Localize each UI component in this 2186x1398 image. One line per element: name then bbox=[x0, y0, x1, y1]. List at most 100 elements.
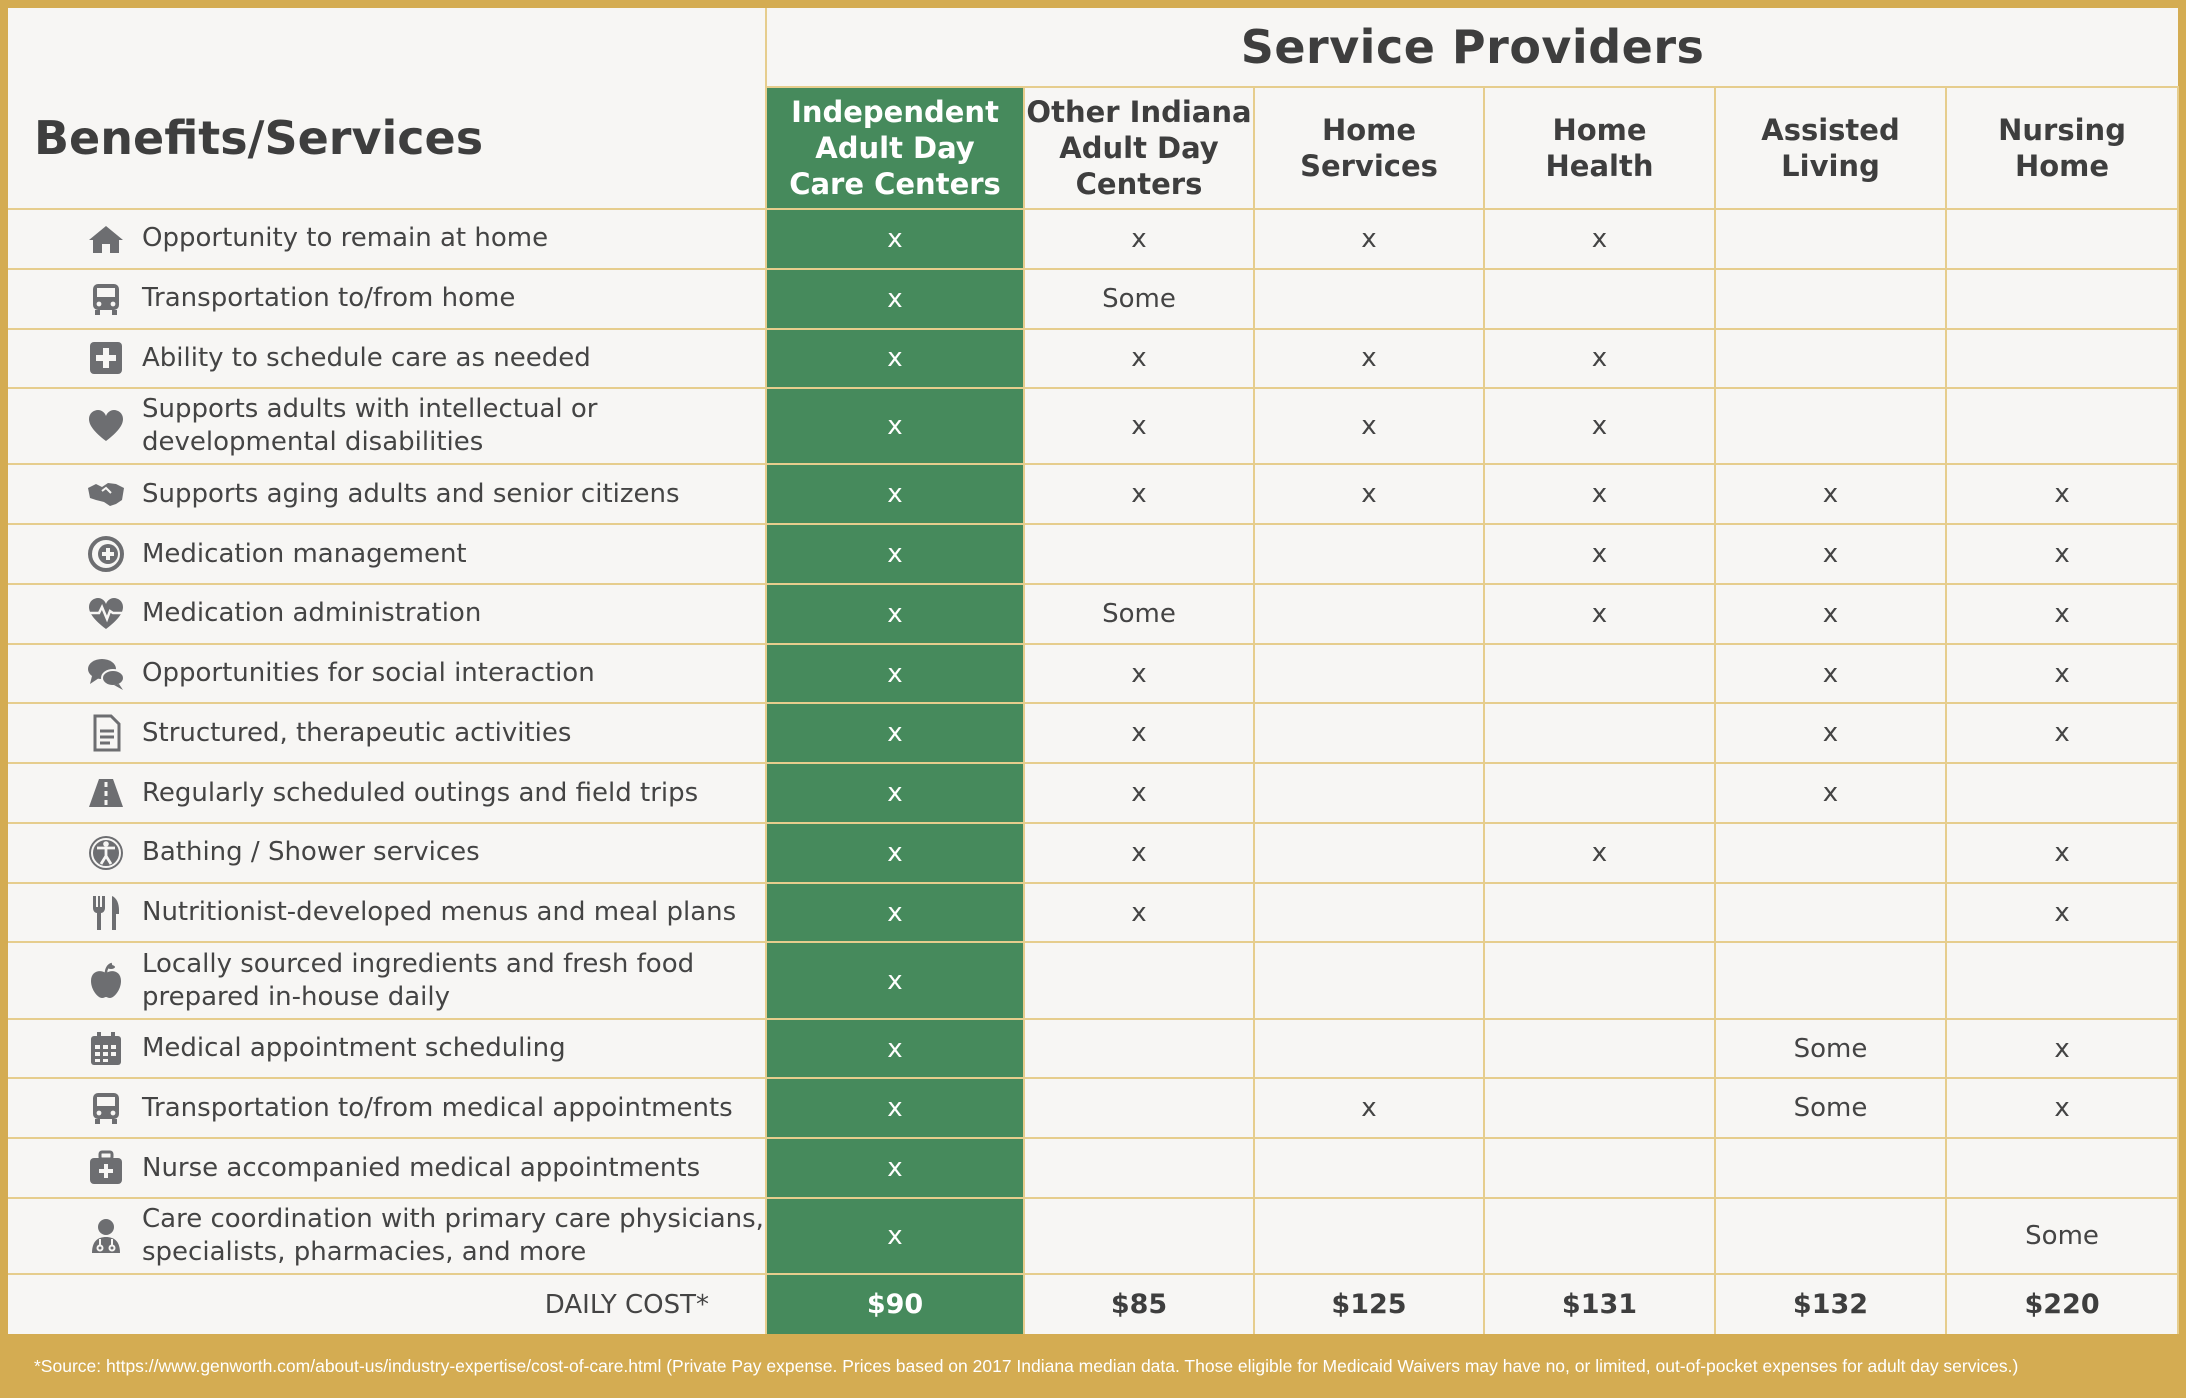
provider-cell: x bbox=[1714, 702, 1947, 765]
provider-cell bbox=[1483, 642, 1716, 705]
benefit-label: Nurse accompanied medical appointments bbox=[142, 1152, 701, 1183]
benefit-label: Care coordination with primary care phys… bbox=[142, 1204, 764, 1268]
provider-cell bbox=[1253, 821, 1485, 884]
table-row: Medication administration x Some x x x bbox=[8, 582, 2180, 645]
provider-cell: x bbox=[765, 1196, 1025, 1276]
provider-cell: x bbox=[1714, 762, 1947, 824]
benefit-label: Transportation to/from medical appointme… bbox=[142, 1092, 733, 1123]
provider-cell bbox=[1483, 881, 1716, 944]
benefit-cell: Structured, therapeutic activities bbox=[8, 702, 767, 765]
provider-cell: x bbox=[1253, 327, 1485, 390]
benefit-cell: Medical appointment scheduling bbox=[8, 1017, 767, 1080]
table-row: Supports aging adults and senior citizen… bbox=[8, 463, 2180, 526]
table-row: Supports adults with intellectual or dev… bbox=[8, 387, 2180, 466]
provider-cell: x bbox=[1714, 642, 1947, 705]
column-header-line: Home bbox=[1552, 113, 1647, 147]
medical-kit-icon bbox=[84, 1148, 128, 1188]
benefit-cell: Medication administration bbox=[8, 582, 767, 645]
provider-cell bbox=[1253, 1137, 1485, 1199]
provider-cell: x bbox=[1483, 327, 1716, 390]
handshake-icon bbox=[84, 474, 128, 514]
benefit-label: Bathing / Shower services bbox=[142, 837, 480, 868]
provider-cell bbox=[1483, 702, 1716, 765]
benefit-label: Supports adults with intellectual or dev… bbox=[142, 394, 598, 458]
provider-cell bbox=[1023, 1196, 1255, 1276]
provider-cell bbox=[1483, 1077, 1716, 1140]
table-row: Nutritionist-developed menus and meal pl… bbox=[8, 881, 2180, 944]
heartbeat-icon bbox=[84, 594, 128, 634]
provider-cell: x bbox=[1253, 208, 1485, 270]
benefit-cell: Nutritionist-developed menus and meal pl… bbox=[8, 881, 767, 944]
provider-cell: x bbox=[765, 702, 1025, 765]
calendar-icon bbox=[84, 1029, 128, 1069]
provider-cell bbox=[1714, 208, 1947, 270]
benefit-label: Medication management bbox=[142, 538, 467, 569]
benefit-label: Supports aging adults and senior citizen… bbox=[142, 478, 680, 509]
benefit-label: Structured, therapeutic activities bbox=[142, 717, 572, 748]
provider-cell: x bbox=[765, 642, 1025, 705]
provider-cell bbox=[1483, 267, 1716, 330]
provider-cell: x bbox=[765, 1017, 1025, 1080]
provider-cell: x bbox=[765, 941, 1025, 1020]
provider-cell: x bbox=[1023, 762, 1255, 824]
daily-cost-value: $220 bbox=[1944, 1273, 2180, 1334]
benefit-label: Ability to schedule care as needed bbox=[142, 342, 591, 373]
column-header-2: Other Indiana Adult Day Centers bbox=[1023, 86, 1255, 210]
daily-cost-row: DAILY COST* $90 $85 $125 $131 $132 $220 bbox=[8, 1273, 2180, 1334]
provider-cell: x bbox=[1714, 582, 1947, 645]
provider-cell: x bbox=[1253, 1077, 1485, 1140]
provider-cell bbox=[1944, 762, 2180, 824]
benefit-label: Opportunities for social interaction bbox=[142, 658, 595, 689]
provider-cell bbox=[1253, 267, 1485, 330]
table-row: Locally sourced ingredients and fresh fo… bbox=[8, 941, 2180, 1020]
column-header-line: Adult Day bbox=[1059, 131, 1219, 165]
provider-cell bbox=[1253, 881, 1485, 944]
provider-cell: x bbox=[1253, 463, 1485, 526]
provider-cell: x bbox=[1714, 463, 1947, 526]
provider-cell: x bbox=[1483, 208, 1716, 270]
bus-icon bbox=[84, 1088, 128, 1128]
table-row: Nurse accompanied medical appointments x bbox=[8, 1137, 2180, 1199]
provider-cell: x bbox=[765, 327, 1025, 390]
column-header-1: Independent Adult Day Care Centers bbox=[765, 86, 1025, 210]
provider-cell: x bbox=[765, 267, 1025, 330]
provider-cell bbox=[1944, 1137, 2180, 1199]
medication-icon bbox=[84, 534, 128, 574]
provider-cell: x bbox=[1253, 387, 1485, 466]
provider-cell bbox=[1023, 1137, 1255, 1199]
accessibility-icon bbox=[84, 833, 128, 873]
table-row: Transportation to/from medical appointme… bbox=[8, 1077, 2180, 1140]
provider-cell: x bbox=[1944, 702, 2180, 765]
column-header-line: Health bbox=[1545, 149, 1654, 183]
provider-cell bbox=[1253, 1196, 1485, 1276]
provider-cell bbox=[1253, 702, 1485, 765]
doctor-icon bbox=[84, 1216, 128, 1256]
provider-cell: x bbox=[1483, 821, 1716, 884]
provider-cell bbox=[1714, 821, 1947, 884]
column-header-3: Home Services bbox=[1253, 86, 1485, 210]
benefit-label: Nutritionist-developed menus and meal pl… bbox=[142, 897, 737, 928]
benefit-cell: Supports aging adults and senior citizen… bbox=[8, 463, 767, 526]
provider-cell bbox=[1714, 941, 1947, 1020]
provider-cell bbox=[1714, 1137, 1947, 1199]
benefit-cell: Bathing / Shower services bbox=[8, 821, 767, 884]
daily-cost-value: $125 bbox=[1253, 1273, 1485, 1334]
provider-cell: x bbox=[1944, 582, 2180, 645]
table-row: Opportunities for social interaction x x x x bbox=[8, 642, 2180, 705]
daily-cost-value: $90 bbox=[765, 1273, 1025, 1334]
column-header-line: Assisted bbox=[1761, 113, 1900, 147]
provider-cell: x bbox=[1483, 582, 1716, 645]
benefit-cell: Opportunity to remain at home bbox=[8, 208, 767, 270]
provider-cell: Some bbox=[1023, 267, 1255, 330]
provider-cell bbox=[1253, 642, 1485, 705]
benefit-cell: Regularly scheduled outings and field tr… bbox=[8, 762, 767, 824]
provider-cell: x bbox=[765, 463, 1025, 526]
provider-cell: x bbox=[765, 582, 1025, 645]
provider-cell bbox=[1714, 1196, 1947, 1276]
provider-cell: Some bbox=[1944, 1196, 2180, 1276]
column-header-line: Services bbox=[1300, 149, 1438, 183]
provider-cell bbox=[1023, 1017, 1255, 1080]
column-header-line: Home bbox=[1321, 113, 1417, 147]
benefit-label: Medical appointment scheduling bbox=[142, 1033, 566, 1064]
table-row: Medication management x x x x bbox=[8, 523, 2180, 585]
